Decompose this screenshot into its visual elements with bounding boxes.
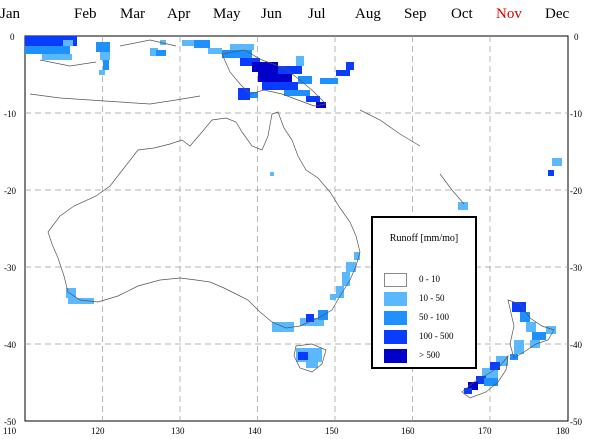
month-tab-jul[interactable]: Jul [308,6,326,22]
legend-item: 50 - 100 [384,311,474,325]
month-tab-may[interactable]: May [213,6,241,22]
svg-text:-10: -10 [4,109,16,119]
svg-text:-20: -20 [570,186,582,196]
svg-text:-50: -50 [4,417,16,427]
svg-text:140: 140 [248,426,262,436]
runoff-legend: Runoff [mm/mo] 0 - 10 10 - 50 50 - 100 1… [371,216,477,369]
svg-text:-50: -50 [570,417,582,427]
svg-text:0: 0 [10,32,15,42]
svg-text:-30: -30 [4,263,16,273]
month-tab-feb[interactable]: Feb [74,6,97,22]
svg-text:-30: -30 [570,263,582,273]
svg-text:-20: -20 [4,186,16,196]
svg-text:-40: -40 [570,340,582,350]
legend-swatch [384,292,407,306]
lat-tick-labels-right: 0 -10 -20 -30 -40 -50 [570,32,582,427]
svg-text:130: 130 [171,426,185,436]
coastlines [29,39,555,399]
svg-text:180: 180 [556,426,570,436]
legend-item: 10 - 50 [384,292,474,306]
svg-text:160: 160 [401,426,415,436]
svg-text:0: 0 [574,32,579,42]
legend-item: > 500 [384,349,474,363]
month-tab-oct[interactable]: Oct [451,6,473,22]
month-tab-aug[interactable]: Aug [355,6,381,22]
legend-label: 50 - 100 [419,312,449,322]
legend-label: > 500 [419,350,440,360]
legend-swatch [384,273,407,287]
legend-swatch [384,311,407,325]
month-tabs: Jan Feb Mar Apr May Jun Jul Aug Sep Oct … [0,0,612,30]
svg-text:150: 150 [325,426,339,436]
svg-text:-10: -10 [570,109,582,119]
legend-label: 100 - 500 [419,331,454,341]
lat-tick-labels-left: 0 -10 -20 -30 -40 -50 [4,32,16,427]
legend-item: 100 - 500 [384,330,474,344]
month-tab-jun[interactable]: Jun [261,6,282,22]
month-tab-jan[interactable]: Jan [0,6,20,22]
lon-tick-labels: 110 120 130 140 150 160 170 180 [3,426,570,436]
map-frame [24,35,569,422]
svg-text:170: 170 [478,426,492,436]
svg-text:120: 120 [91,426,105,436]
legend-swatch [384,349,407,363]
legend-title: Runoff [mm/mo] [389,233,459,244]
month-tab-dec[interactable]: Dec [545,6,570,22]
legend-item: 0 - 10 [384,273,474,287]
legend-swatch [384,330,407,344]
month-tab-sep[interactable]: Sep [404,6,427,22]
legend-label: 10 - 50 [419,293,445,303]
month-tab-apr[interactable]: Apr [167,6,191,22]
month-tab-nov[interactable]: Nov [496,6,522,22]
svg-text:-40: -40 [4,340,16,350]
runoff-cells [25,36,562,394]
month-tab-mar[interactable]: Mar [120,6,145,22]
svg-text:110: 110 [3,426,17,436]
legend-label: 0 - 10 [419,274,440,284]
